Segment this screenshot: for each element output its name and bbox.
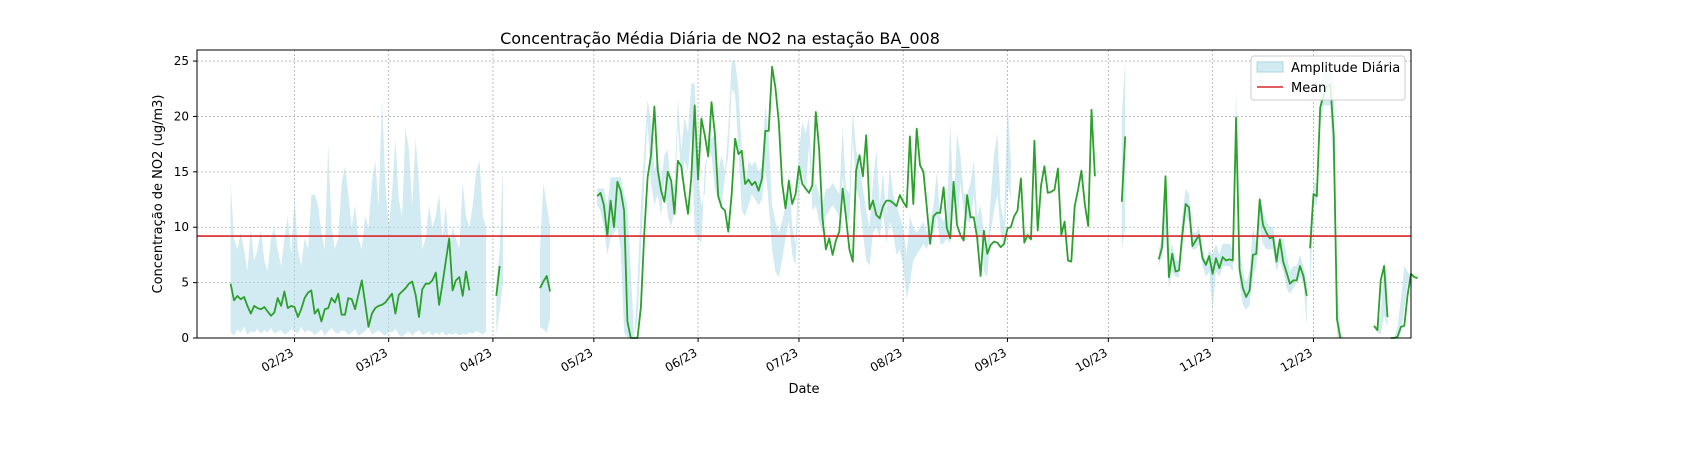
plot-frame: [196, 49, 1412, 339]
y-tick-label: 25: [174, 54, 189, 68]
legend-label-band: Amplitude Diária: [1291, 61, 1400, 76]
x-tick-label: 08/23: [868, 345, 905, 374]
x-axis-label: Date: [788, 382, 819, 397]
amplitude-band: [1310, 66, 1344, 338]
amplitude-band: [540, 182, 551, 333]
legend-swatch-band: [1256, 61, 1284, 73]
x-tick-label: 10/23: [1073, 345, 1110, 374]
amplitude-band: [597, 61, 1011, 338]
y-tick-label: 5: [181, 276, 189, 290]
y-tick-label: 0: [181, 331, 189, 345]
chart-title: Concentração Média Diária de NO2 na esta…: [500, 29, 940, 49]
y-axis-label: Concentração de NO2 (ug/m3): [151, 95, 166, 294]
daily-mean-line: [1157, 116, 1308, 298]
x-tick-label: 04/23: [457, 345, 494, 374]
daily-mean-line: [596, 65, 1096, 339]
daily-mean-line: [229, 237, 471, 328]
x-tick-label: 12/23: [1278, 345, 1315, 374]
legend-label-mean: Mean: [1291, 81, 1326, 96]
daily-mean-line: [539, 275, 551, 292]
daily-mean-line: [1373, 265, 1389, 332]
daily-mean-line: [495, 265, 501, 297]
legend: Amplitude Diária Mean: [1250, 55, 1406, 101]
x-tick-label: 02/23: [259, 345, 296, 374]
amplitude-band: [1158, 88, 1307, 327]
y-tick-label: 20: [174, 109, 189, 123]
daily-mean-line: [1309, 83, 1342, 339]
data-layer: [197, 61, 1418, 339]
amplitude-band: [1394, 266, 1411, 338]
chart-anchor: [0, 0, 1, 1]
legend-box: [1250, 55, 1406, 101]
x-tick-label: 03/23: [353, 345, 390, 374]
x-tick-label: 05/23: [558, 345, 595, 374]
x-tick-label: 11/23: [1177, 345, 1214, 374]
daily-mean-line: [1120, 136, 1127, 202]
amplitude-band: [230, 99, 487, 337]
amplitude-band: [496, 166, 503, 335]
y-tick-label: 15: [174, 165, 189, 179]
x-tick-label: 06/23: [663, 345, 700, 374]
x-tick-label: 07/23: [763, 345, 800, 374]
x-tick-label: 09/23: [972, 345, 1009, 374]
y-tick-label: 10: [174, 220, 189, 234]
